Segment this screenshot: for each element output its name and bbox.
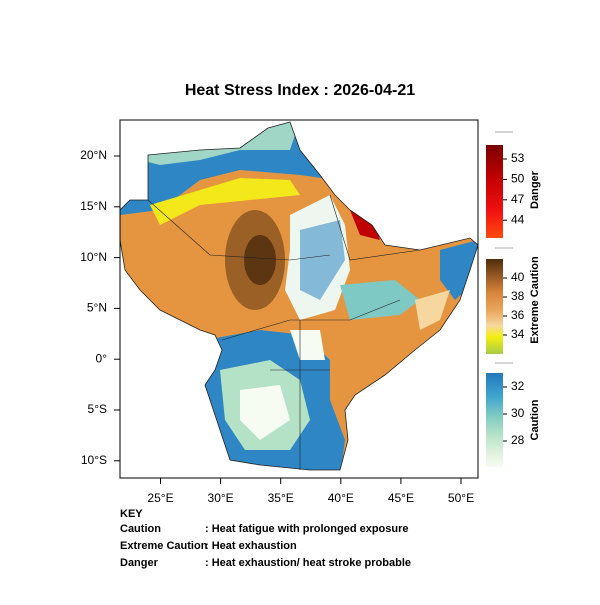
colorbar-tick-label: 32 <box>511 379 525 393</box>
lat-label: 10°S <box>81 453 107 467</box>
key-term: Danger <box>120 557 159 569</box>
map-area <box>120 121 478 471</box>
colorbar-title: Extreme Caution <box>529 256 541 344</box>
colorbar-caution <box>486 373 503 467</box>
key-description: : Heat exhaustion/ heat stroke probable <box>205 557 411 569</box>
key-term: Caution <box>120 523 161 535</box>
lat-label: 10°N <box>80 250 107 264</box>
colorbar-tick-label: 40 <box>511 270 525 284</box>
lat-label: 15°N <box>80 199 107 213</box>
lat-label: 0° <box>96 351 108 365</box>
lon-label: 25°E <box>147 491 173 505</box>
lat-label: 5°S <box>88 402 107 416</box>
lon-label: 35°E <box>268 491 294 505</box>
colorbar-tick-label: 47 <box>511 192 525 206</box>
colorbar-tick-label: 28 <box>511 433 525 447</box>
colorbar-tick-label: 44 <box>511 212 525 226</box>
colorbar-title: Danger <box>529 170 541 209</box>
colorbar-extreme-caution <box>486 259 503 354</box>
map-frame <box>119 119 479 479</box>
colorbar-tick-label: 38 <box>511 289 525 303</box>
borders <box>147 194 421 470</box>
heat-field <box>120 122 478 470</box>
colorbar-tick-label: 30 <box>511 406 525 420</box>
lat-label: 20°N <box>80 148 107 162</box>
colorbar-title: Caution <box>529 399 541 440</box>
lon-label: 50°E <box>448 491 474 505</box>
lon-label: 45°E <box>388 491 414 505</box>
colorbar-tick-label: 50 <box>511 172 525 186</box>
key-description: : Heat exhaustion <box>205 540 297 552</box>
title: Heat Stress Index : 2026-04-21 <box>185 82 415 99</box>
lon-label: 40°E <box>328 491 354 505</box>
colorbar-tick-label: 34 <box>511 327 525 341</box>
colorbar-tick-label: 36 <box>511 308 525 322</box>
key-term: Extreme Caution <box>120 540 208 552</box>
lat-label: 5°N <box>87 301 107 315</box>
colorbar-tick-label: 53 <box>511 151 525 165</box>
lon-label: 30°E <box>208 491 234 505</box>
colorbar-danger <box>486 145 503 238</box>
coastline <box>120 121 478 471</box>
key-title: KEY <box>120 508 143 520</box>
key-description: : Heat fatigue with prolonged exposure <box>205 523 409 535</box>
